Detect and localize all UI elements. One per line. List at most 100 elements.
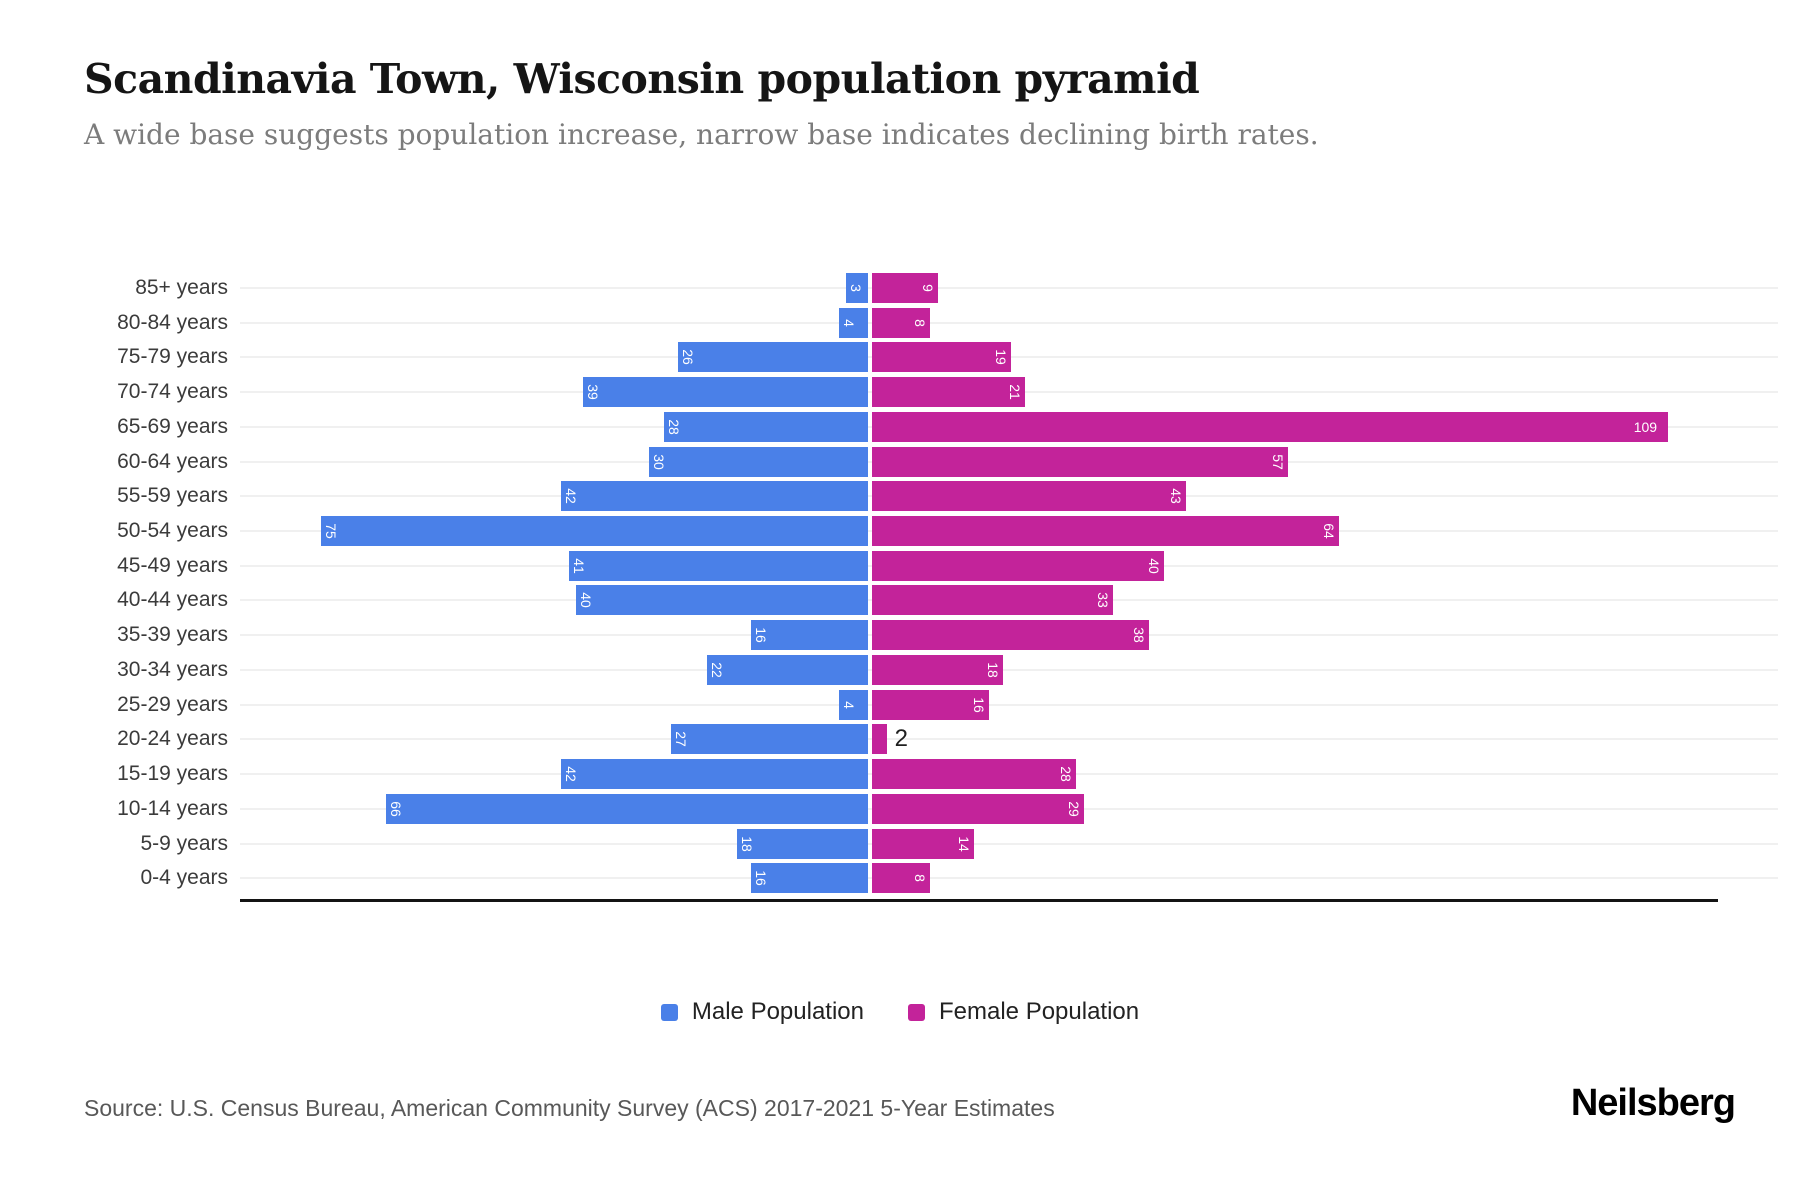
bar-value-female: 21	[1007, 384, 1024, 400]
bar-value-male: 30	[651, 453, 667, 470]
bar-value-male: 18	[738, 835, 755, 852]
bar-female-30-34-years[interactable]: 18	[872, 654, 1004, 685]
bar-value-male: 4	[840, 700, 857, 709]
brand-logo: Neilsberg	[1570, 1082, 1736, 1124]
row-gridline	[240, 877, 1778, 880]
bar-value-female: 14	[956, 835, 973, 852]
age-group-label: 25-29 years	[117, 692, 228, 716]
bar-female-45-49-years[interactable]: 40	[872, 550, 1164, 581]
bar-male-45-49-years[interactable]: 41	[568, 550, 868, 581]
bar-female-75-79-years[interactable]: 19	[872, 342, 1011, 373]
bar-female-15-19-years[interactable]: 28	[872, 759, 1077, 790]
bar-female-25-29-years[interactable]: 16	[872, 689, 989, 720]
age-group-label: 80-84 years	[117, 310, 228, 334]
bar-female-80-84-years[interactable]: 8	[872, 307, 931, 338]
bar-female-20-24-years[interactable]: 2	[872, 724, 908, 755]
bar-value-male: 16	[753, 870, 770, 887]
bar-male-10-14-years[interactable]: 66	[386, 793, 868, 824]
age-group-label: 45-49 years	[117, 553, 228, 577]
bar-male-20-24-years[interactable]: 27	[670, 724, 868, 755]
bar-value-male: 28	[665, 419, 682, 435]
bar-value-female: 2	[894, 725, 908, 753]
page-title: Scandinavia Town, Wisconsin population p…	[84, 55, 1200, 103]
bar-female-35-39-years[interactable]: 38	[872, 620, 1150, 651]
bar-value-female: 29	[1065, 801, 1082, 817]
age-group-label: 30-34 years	[117, 657, 228, 681]
age-group-label: 60-64 years	[117, 449, 228, 473]
female-legend-label: Female Population	[939, 998, 1140, 1025]
bar-female-5-9-years[interactable]: 14	[872, 828, 975, 859]
age-group-label: 75-79 years	[117, 345, 228, 369]
age-group-label: 35-39 years	[117, 623, 228, 647]
bar-female-85+-years[interactable]: 9	[872, 273, 938, 303]
bar-female-0-4-years[interactable]: 8	[872, 863, 931, 894]
bar-male-65-69-years[interactable]: 28	[663, 411, 868, 442]
female-legend-swatch-icon	[908, 1003, 925, 1021]
x-axis-baseline	[240, 899, 1718, 902]
bar-male-75-79-years[interactable]: 26	[678, 342, 868, 373]
bar-value-male: 26	[680, 349, 697, 366]
age-group-label: 85+ years	[135, 276, 228, 299]
bar-male-55-59-years[interactable]: 42	[561, 481, 868, 512]
age-group-label: 10-14 years	[117, 796, 228, 820]
bar-value-female: 8	[912, 874, 929, 883]
bar-value-male: 40	[578, 592, 594, 609]
bar-value-female: 109	[1633, 418, 1658, 435]
bar-male-70-74-years[interactable]: 39	[583, 377, 868, 408]
bar-male-0-4-years[interactable]: 16	[751, 863, 868, 894]
age-group-label: 5-9 years	[140, 831, 228, 855]
age-group-label: 0-4 years	[140, 866, 228, 890]
bar-value-female: 28	[1058, 766, 1075, 782]
chart-legend: Male Population Female Population	[0, 998, 1800, 1026]
bar-value-female: 38	[1131, 627, 1148, 643]
bar-value-female: 19	[992, 349, 1009, 366]
bar-value-male: 4	[840, 318, 857, 327]
row-gridline	[240, 287, 1778, 289]
bar-female-70-74-years[interactable]: 21	[872, 377, 1026, 408]
bar-female-65-69-years[interactable]: 109	[872, 411, 1668, 442]
bar-value-female: 57	[1270, 453, 1287, 470]
bar-value-male: 16	[753, 627, 770, 643]
bar-male-50-54-years[interactable]: 75	[320, 516, 868, 547]
bar-female-60-64-years[interactable]: 57	[872, 446, 1289, 477]
bar-value-female: 16	[970, 696, 987, 713]
bar-value-female: 43	[1167, 488, 1184, 505]
bar-male-25-29-years[interactable]: 4	[838, 689, 868, 720]
bar-value-male: 3	[848, 284, 865, 292]
bar-value-male: 75	[322, 523, 339, 539]
bar-male-15-19-years[interactable]: 42	[561, 759, 868, 790]
row-gridline	[240, 668, 1778, 671]
bar-value-female: 64	[1321, 523, 1338, 539]
bar-value-male: 22	[709, 662, 726, 678]
row-gridline	[240, 842, 1778, 845]
bar-male-5-9-years[interactable]: 18	[736, 828, 868, 859]
age-group-label: 70-74 years	[117, 380, 228, 404]
source-attribution: Source: U.S. Census Bureau, American Com…	[84, 1095, 1055, 1121]
bar-value-male: 42	[563, 488, 580, 505]
bar-male-85+-years[interactable]: 3	[846, 273, 868, 303]
age-group-label: 65-69 years	[117, 414, 228, 438]
bar-value-male: 66	[388, 801, 405, 817]
legend-item-male[interactable]: Male Population	[660, 998, 864, 1026]
row-gridline	[240, 321, 1778, 324]
bar-value-male: 39	[585, 384, 602, 400]
bar-male-80-84-years[interactable]: 4	[838, 307, 868, 338]
bar-male-60-64-years[interactable]: 30	[649, 446, 868, 477]
bar-female-40-44-years[interactable]: 33	[872, 585, 1113, 616]
bar-value-female: 40	[1146, 557, 1162, 574]
bar-value-male: 41	[570, 557, 587, 574]
legend-item-female[interactable]: Female Population	[908, 998, 1139, 1026]
bar-female-50-54-years[interactable]: 64	[872, 516, 1340, 547]
row-gridline	[240, 703, 1778, 706]
bar-female-55-59-years[interactable]: 43	[872, 481, 1186, 512]
age-group-label: 40-44 years	[117, 588, 228, 612]
bar-value-female: 33	[1094, 592, 1111, 609]
bar-male-40-44-years[interactable]: 40	[576, 585, 868, 616]
bar-female-10-14-years[interactable]: 29	[872, 793, 1084, 824]
bar-male-35-39-years[interactable]: 16	[751, 620, 868, 651]
row-gridline	[240, 738, 1778, 741]
age-group-label: 55-59 years	[117, 484, 228, 508]
bar-value-female: 9	[919, 284, 936, 292]
bar-male-30-34-years[interactable]: 22	[707, 654, 868, 685]
